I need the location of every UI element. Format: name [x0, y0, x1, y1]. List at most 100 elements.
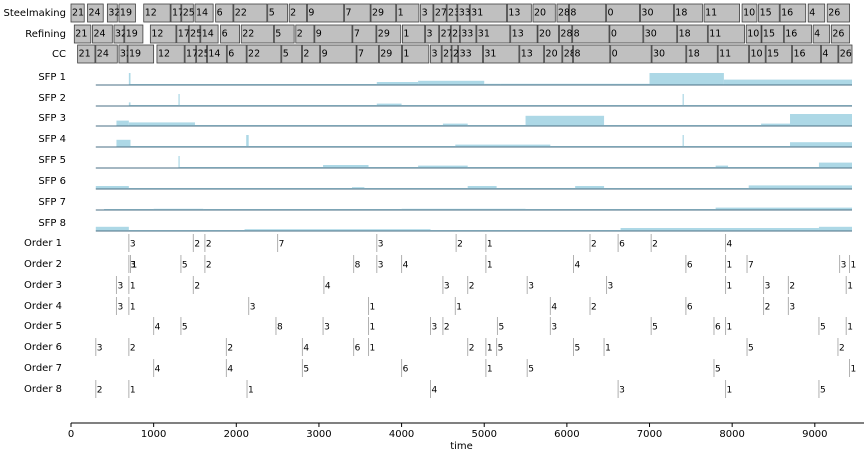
order-mark-label: 8	[355, 261, 361, 271]
x-tick-label: 0	[68, 429, 74, 440]
block-label: 26	[840, 49, 852, 60]
stage-block	[606, 3, 641, 23]
order-mark-label: 6	[687, 303, 693, 313]
block-label: 22	[248, 49, 260, 60]
stage-block	[568, 3, 607, 23]
stage-block	[314, 24, 353, 44]
stage-label: Steelmaking	[4, 8, 66, 19]
block-label: 12	[151, 29, 163, 40]
block-label: 10	[747, 29, 759, 40]
stage-block	[441, 44, 452, 64]
order-mark-label: 5	[574, 344, 580, 354]
order-mark-label: 1	[851, 365, 857, 375]
stage-block	[73, 24, 92, 44]
stage-block	[458, 44, 483, 64]
block-label: 26	[832, 29, 844, 40]
stage-block	[370, 3, 397, 23]
order-label: Order 8	[24, 384, 62, 395]
stage-label: CC	[52, 49, 66, 60]
block-label: 26	[828, 8, 840, 19]
sfp-fill	[351, 187, 365, 189]
order-mark-label: 2	[469, 344, 475, 354]
order-mark-label: 2	[194, 282, 200, 292]
order-mark-label: 4	[303, 344, 309, 354]
stage-block	[451, 44, 459, 64]
block-label: 17	[178, 29, 190, 40]
block-label: 18	[679, 29, 691, 40]
block-label: 18	[675, 8, 687, 19]
order-mark-label: 2	[194, 240, 200, 250]
block-label: 17	[172, 8, 184, 19]
stage-block	[215, 3, 234, 23]
stage-block	[425, 24, 440, 44]
sfp-fill	[153, 208, 204, 210]
stage-block	[506, 3, 532, 23]
order-mark-label: 5	[498, 323, 504, 333]
block-label: 16	[793, 49, 805, 60]
order-mark-label: 3	[765, 282, 771, 292]
order-mark-label: 4	[155, 365, 161, 375]
sfp-fill	[649, 73, 724, 85]
block-label: 21	[75, 29, 87, 40]
block-label: 31	[471, 8, 483, 19]
block-label: 30	[641, 8, 653, 19]
stage-block	[344, 3, 371, 23]
stage-block	[87, 3, 104, 23]
stage-block	[457, 3, 470, 23]
order-mark-label: 3	[619, 386, 625, 396]
sfp-label: SFP 8	[38, 218, 66, 229]
block-label: 4	[822, 49, 828, 60]
stage-block	[70, 3, 85, 23]
block-label: 5	[269, 8, 275, 19]
block-label: 7	[358, 49, 364, 60]
stage-block	[812, 24, 831, 44]
sfp-fill	[790, 114, 852, 126]
order-mark-label: 1	[487, 261, 493, 271]
sfp-fill	[244, 229, 431, 231]
stage-block	[240, 24, 274, 44]
stage-block	[573, 44, 611, 64]
order-mark-label: 2	[469, 282, 475, 292]
block-label: 33	[459, 8, 471, 19]
stage-block	[532, 3, 556, 23]
sfp-label: SFP 2	[38, 93, 66, 104]
order-mark-label: 3	[789, 303, 795, 313]
sfp-fill	[484, 83, 501, 85]
sfp-fill	[467, 186, 497, 189]
x-tick-label: 4000	[389, 429, 414, 440]
block-label: 33	[461, 29, 473, 40]
block-label: 22	[242, 29, 254, 40]
order-mark-label: 1	[487, 240, 493, 250]
order-mark-label: 1	[487, 365, 493, 375]
block-label: 22	[235, 8, 247, 19]
order-mark-label: 6	[619, 240, 625, 250]
stage-block	[783, 24, 812, 44]
sfp-label: SFP 3	[38, 113, 66, 124]
stage-block	[226, 44, 247, 64]
order-mark-label: 5	[820, 323, 826, 333]
sfp-fill	[748, 185, 852, 189]
block-label: 1	[398, 8, 404, 19]
stage-block	[149, 24, 177, 44]
block-label: 19	[126, 29, 138, 40]
x-tick-label: 7000	[637, 429, 662, 440]
stage-block	[741, 3, 758, 23]
block-label: 9	[322, 49, 328, 60]
block-label: 4	[809, 8, 815, 19]
block-label: 25	[183, 8, 195, 19]
block-label: 25	[190, 29, 202, 40]
order-mark-label: 1	[456, 303, 462, 313]
sfp-fill	[128, 102, 131, 106]
block-label: 12	[158, 49, 170, 60]
stage-block	[761, 24, 784, 44]
stage-block	[92, 24, 113, 44]
sfp-fill	[790, 142, 852, 147]
block-label: 13	[508, 8, 520, 19]
stage-block	[446, 3, 458, 23]
stage-block	[220, 24, 240, 44]
stage-block	[640, 3, 674, 23]
block-label: 20	[546, 49, 558, 60]
order-mark-label: 2	[227, 344, 233, 354]
block-label: 23	[452, 29, 464, 40]
order-mark-label: 4	[727, 240, 733, 250]
